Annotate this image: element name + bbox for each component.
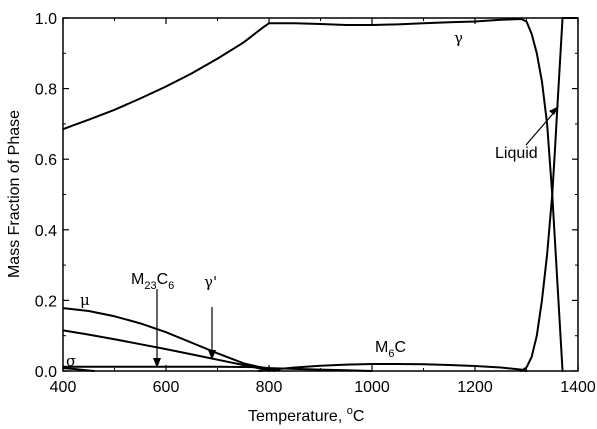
x-axis-label-text: Temperature, [248, 408, 347, 425]
plot-frame [62, 17, 579, 372]
series-line-7-series-7 [268, 367, 373, 372]
mu-label: μ [80, 291, 90, 309]
series-layer [63, 17, 578, 372]
m23c6-label: M23C6 [131, 271, 174, 292]
m6c-label: M6C [375, 339, 406, 360]
series-line-0-- [63, 18, 564, 372]
y-tick-label: 0.4 [35, 223, 57, 240]
m6c-main: M [375, 339, 388, 356]
x-axis-unit: C [353, 408, 365, 425]
sigma-label: σ [66, 352, 76, 370]
y-tick-label: 0.2 [35, 293, 57, 310]
y-tick-label: 1.0 [35, 11, 57, 28]
y-tick-label: 0.6 [35, 152, 57, 169]
m23c6-sub2: 6 [168, 280, 174, 292]
series-line-6-- [63, 367, 95, 372]
x-axis-degree: o [347, 405, 353, 417]
gamma-prime-label: γ' [204, 273, 217, 291]
m23c6-sub1: 23 [144, 280, 156, 292]
gamma-label: γ [454, 29, 463, 47]
m23c6-main: M [131, 271, 144, 288]
x-axis-label: Temperature, oC [248, 405, 364, 425]
series-line-5-- [63, 365, 281, 371]
x-tick-label: 600 [153, 379, 180, 396]
x-tick-label: 800 [256, 379, 283, 396]
series-line-3-m23c6 [63, 329, 270, 372]
axis-tick-labels: 400 600 800 1000 1200 1400 0.0 0.2 0.4 0.6 0.8 1.0 [35, 11, 596, 396]
m23c6-arrowhead [153, 358, 161, 368]
series-line-1-liquid [520, 17, 578, 372]
annotation-layer: γ Liquid μ σ γ' M23C6 M6C [66, 29, 559, 370]
x-tick-label: 1200 [457, 379, 493, 396]
y-tick-label: 0.0 [35, 364, 57, 381]
x-tick-label: 400 [50, 379, 77, 396]
y-tick-label: 0.8 [35, 82, 57, 99]
x-tick-label: 1400 [560, 379, 596, 396]
x-tick-label: 1000 [354, 379, 390, 396]
liquid-arrow [525, 108, 558, 146]
liquid-arrowhead [549, 106, 559, 115]
axis-ticks [62, 17, 579, 372]
m6c-sub1: 6 [388, 348, 394, 360]
y-axis-label: Mass Fraction of Phase [6, 110, 23, 278]
series-line-4-m6c [257, 362, 528, 372]
m23c6-mid: C [157, 271, 169, 288]
series-line-2-- [63, 307, 276, 372]
gamma-prime-arrowhead [208, 350, 216, 360]
liquid-label: Liquid [495, 145, 538, 162]
m6c-mid: C [394, 339, 406, 356]
